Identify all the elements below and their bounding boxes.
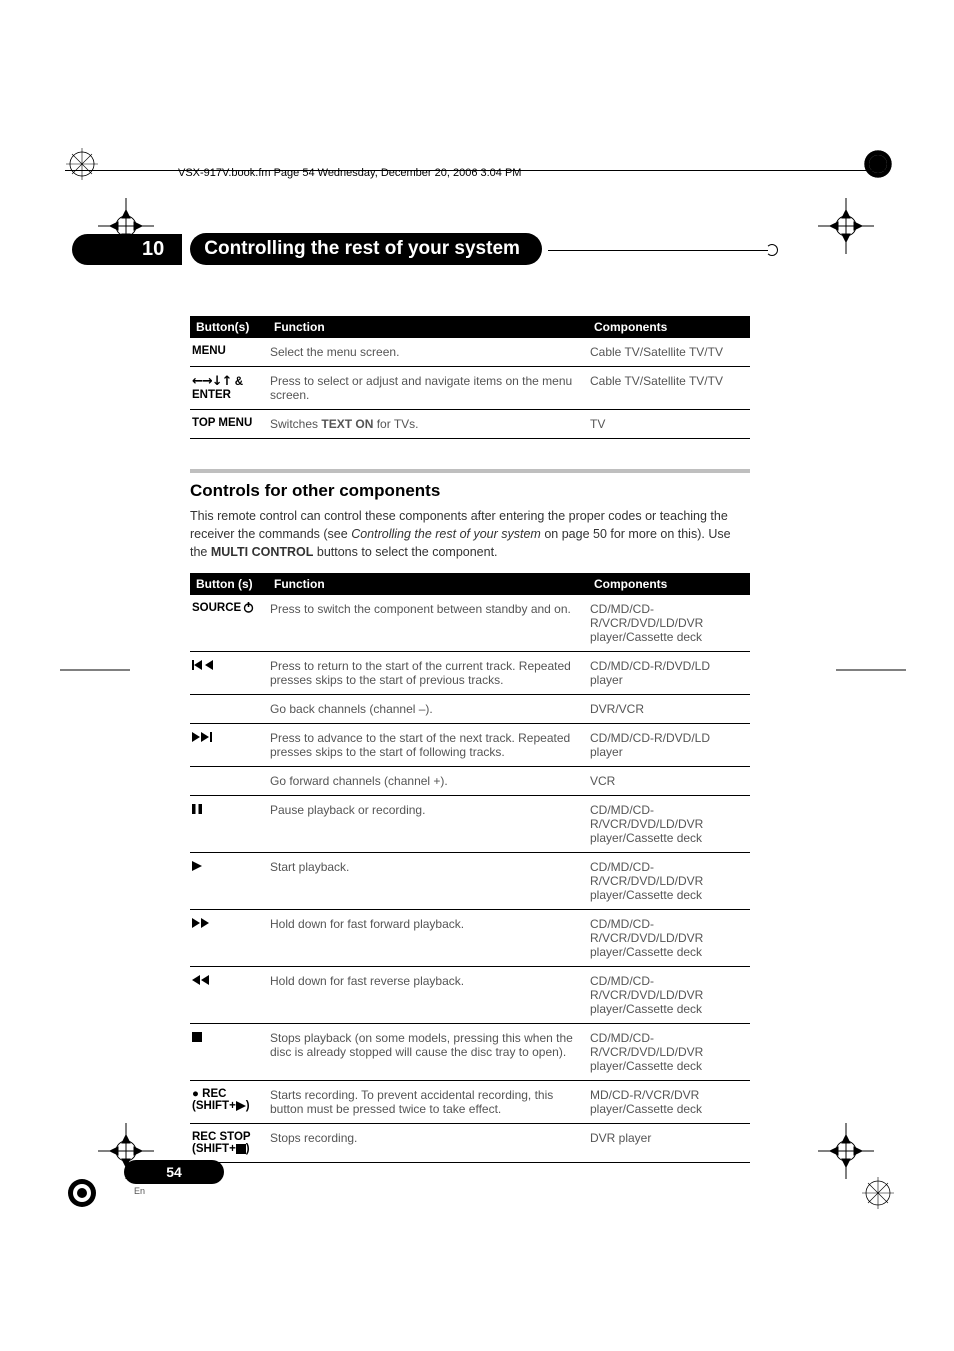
pause-icon (192, 804, 202, 814)
table-row: SOURCEPress to switch the component betw… (190, 595, 750, 652)
button-label (190, 910, 268, 967)
components-text: MD/CD-R/VCR/DVR player/Cassette deck (588, 1081, 750, 1124)
ffwd-icon (192, 918, 210, 928)
components-text: CD/MD/CD-R/DVD/LD player (588, 724, 750, 767)
components-text: CD/MD/CD-R/VCR/DVD/LD/DVR player/Cassett… (588, 595, 750, 652)
function-text: Start playback. (268, 853, 588, 910)
function-text: Pause playback or recording. (268, 796, 588, 853)
components-text: Cable TV/Satellite TV/TV (588, 338, 750, 367)
table-row: ● REC(SHIFT+)Starts recording. To preven… (190, 1081, 750, 1124)
function-text: Press to advance to the start of the nex… (268, 724, 588, 767)
table-row: REC STOP(SHIFT+)Stops recording.DVR play… (190, 1124, 750, 1163)
components-text: Cable TV/Satellite TV/TV (588, 367, 750, 410)
table-row: Hold down for fast reverse playback.CD/M… (190, 967, 750, 1024)
button-label (190, 853, 268, 910)
tv-controls-table: Button(s) Function Components MENU Selec… (190, 316, 750, 439)
function-text: Starts recording. To prevent accidental … (268, 1081, 588, 1124)
power-icon (243, 602, 254, 616)
enter-label: ENTER (192, 389, 231, 401)
function-text: Go back channels (channel –). (268, 695, 588, 724)
rew-icon (192, 975, 210, 985)
button-label (190, 724, 268, 767)
function-text: Switches TEXT ON for TVs. (268, 410, 588, 439)
col-header-components: Components (588, 316, 750, 338)
table-row: Go back channels (channel –).DVR/VCR (190, 695, 750, 724)
function-text: Stops recording. (268, 1124, 588, 1163)
table-row: Go forward channels (channel +).VCR (190, 767, 750, 796)
button-label (190, 967, 268, 1024)
table-row: Stops playback (on some models, pressing… (190, 1024, 750, 1081)
page-number: 54 (124, 1160, 224, 1184)
stop-icon (236, 1144, 246, 1154)
chapter-bar: 10 Controlling the rest of your system (72, 233, 778, 265)
table-row: Press to advance to the start of the nex… (190, 724, 750, 767)
button-label (190, 796, 268, 853)
function-text: Press to switch the component between st… (268, 595, 588, 652)
button-label: MENU (190, 338, 268, 367)
chapter-tail-line (548, 250, 768, 251)
crosshair-top-right (818, 198, 874, 254)
button-label (190, 652, 268, 695)
chapter-number: 10 (72, 234, 182, 265)
stop-icon (192, 1032, 202, 1042)
table-row: Start playback.CD/MD/CD-R/VCR/DVD/LD/DVR… (190, 853, 750, 910)
page-content: Button(s) Function Components MENU Selec… (190, 316, 750, 1163)
col-header-components: Components (588, 573, 750, 595)
components-text: DVR/VCR (588, 695, 750, 724)
col-header-function: Function (268, 573, 588, 595)
function-text: Select the menu screen. (268, 338, 588, 367)
function-text: Press to return to the start of the curr… (268, 652, 588, 695)
col-header-function: Function (268, 316, 588, 338)
section-title: Controls for other components (190, 481, 750, 501)
components-text: CD/MD/CD-R/VCR/DVD/LD/DVR player/Cassett… (588, 796, 750, 853)
col-header-button: Button (s) (190, 573, 268, 595)
col-header-button: Button(s) (190, 316, 268, 338)
button-label: SOURCE (190, 595, 268, 652)
components-text: CD/MD/CD-R/VCR/DVD/LD/DVR player/Cassett… (588, 910, 750, 967)
components-text: VCR (588, 767, 750, 796)
button-label: TOP MENU (190, 410, 268, 439)
function-text: Hold down for fast reverse playback. (268, 967, 588, 1024)
function-text: Press to select or adjust and navigate i… (268, 367, 588, 410)
section-separator (190, 469, 750, 473)
chapter-title: Controlling the rest of your system (190, 233, 542, 265)
play-icon (236, 1101, 246, 1111)
play-icon (192, 861, 202, 871)
chapter-tail-cap (766, 244, 778, 256)
table-row: Pause playback or recording.CD/MD/CD-R/V… (190, 796, 750, 853)
components-text: CD/MD/CD-R/VCR/DVD/LD/DVR player/Cassett… (588, 967, 750, 1024)
side-tick-left (60, 668, 130, 672)
button-label (190, 767, 268, 796)
header-note: VSX-917V.book.fm Page 54 Wednesday, Dece… (178, 167, 521, 179)
components-text: CD/MD/CD-R/VCR/DVD/LD/DVR player/Cassett… (588, 853, 750, 910)
button-label (190, 695, 268, 724)
function-text: Go forward channels (channel +). (268, 767, 588, 796)
section-lead: This remote control can control these co… (190, 507, 750, 561)
function-text: Stops playback (on some models, pressing… (268, 1024, 588, 1081)
side-tick-right (836, 668, 906, 672)
components-text: CD/MD/CD-R/VCR/DVD/LD/DVR player/Cassett… (588, 1024, 750, 1081)
next-icon (192, 732, 214, 742)
table-row: Press to return to the start of the curr… (190, 652, 750, 695)
function-text: Hold down for fast forward playback. (268, 910, 588, 967)
crosshair-bottom-right (818, 1123, 874, 1179)
page-lang: En (134, 1186, 192, 1196)
components-text: TV (588, 410, 750, 439)
button-label: REC STOP(SHIFT+) (190, 1124, 268, 1163)
components-text: DVR player (588, 1124, 750, 1163)
page-number-badge: 54 En (72, 1160, 192, 1196)
button-label (190, 1024, 268, 1081)
button-label: ←→↓↑ & ENTER (190, 367, 268, 410)
prev-icon (192, 660, 214, 670)
table-row: MENU Select the menu screen. Cable TV/Sa… (190, 338, 750, 367)
table-row: Hold down for fast forward playback.CD/M… (190, 910, 750, 967)
button-label: ● REC(SHIFT+) (190, 1081, 268, 1124)
table-row: ←→↓↑ & ENTER Press to select or adjust a… (190, 367, 750, 410)
component-controls-table: Button (s) Function Components SOURCEPre… (190, 573, 750, 1163)
arrow-keys-glyph: ←→↓↑ (192, 374, 232, 389)
table-row: TOP MENU Switches TEXT ON for TVs. TV (190, 410, 750, 439)
components-text: CD/MD/CD-R/DVD/LD player (588, 652, 750, 695)
